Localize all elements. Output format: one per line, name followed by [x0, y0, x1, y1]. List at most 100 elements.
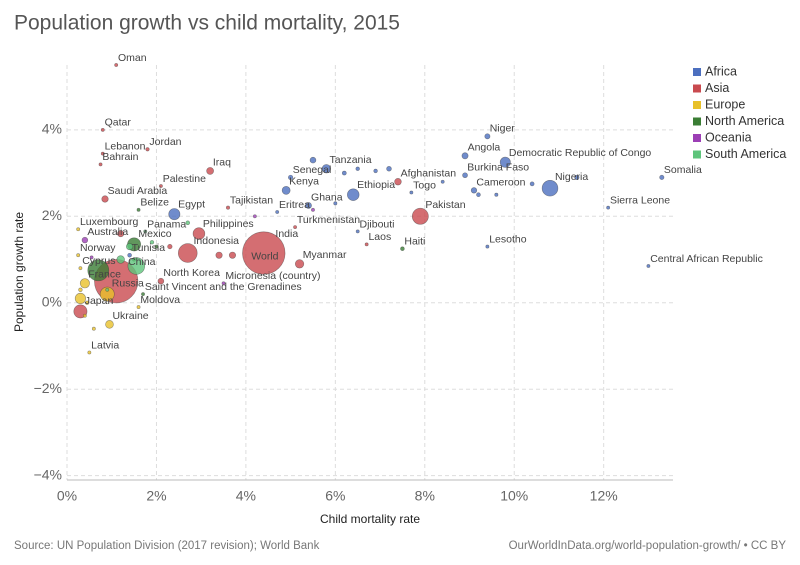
x-tick-label: 6% — [325, 488, 345, 504]
x-tick-label: 0% — [57, 488, 77, 504]
legend-label: Asia — [705, 81, 729, 95]
point-label: Bahrain — [102, 151, 138, 163]
bubble — [462, 172, 468, 179]
bubble — [373, 168, 378, 174]
bubble — [159, 184, 163, 188]
y-tick-label: 4% — [42, 121, 62, 137]
point-label: Laos — [368, 231, 391, 243]
point-label: Norway — [80, 242, 116, 254]
legend-swatch — [693, 117, 701, 126]
bubble — [333, 201, 338, 206]
bubble — [281, 186, 291, 195]
bubble — [167, 243, 173, 250]
point-label: Togo — [413, 179, 436, 191]
bubble — [311, 207, 315, 212]
chart-title: Population growth vs child mortality, 20… — [14, 12, 400, 35]
x-tick-label: 10% — [500, 488, 528, 504]
bubble — [78, 266, 83, 271]
bubble — [294, 259, 305, 269]
legend-swatch — [693, 134, 701, 142]
point-label: Niger — [490, 123, 516, 135]
bubble — [136, 305, 141, 309]
point-label: North Korea — [163, 267, 220, 279]
bubble — [79, 278, 90, 289]
point-label: Panama — [147, 218, 186, 230]
bubble — [98, 162, 103, 167]
bubble — [321, 164, 331, 174]
legend-label: Europe — [705, 97, 745, 111]
bubble — [116, 255, 125, 264]
bubble — [646, 264, 651, 268]
point-label: Moldova — [140, 294, 180, 306]
bubble — [574, 174, 580, 180]
bubble — [364, 242, 369, 247]
y-tick-label: 0% — [42, 293, 62, 309]
point-label: Tunisia — [132, 242, 166, 254]
point-label: Democratic Republic of Congo — [509, 147, 652, 159]
point-label: Japan — [85, 295, 114, 307]
bubble — [105, 320, 114, 329]
point-label: Nigeria — [555, 171, 588, 183]
point-label: Mexico — [138, 228, 171, 240]
point-label: Australia — [87, 226, 128, 238]
legend-swatch — [693, 150, 701, 159]
y-tick-label: −2% — [34, 380, 62, 396]
legend-label: Oceania — [705, 130, 752, 144]
bubble — [100, 127, 105, 132]
bubble — [185, 220, 191, 226]
point-label: Saudi Arabia — [108, 185, 168, 197]
bubble — [355, 166, 360, 171]
bubble — [154, 244, 159, 249]
bubble — [529, 181, 535, 187]
point-label: Jordan — [149, 136, 181, 148]
bubble — [126, 242, 134, 251]
point-label: Micronesia (country) — [225, 270, 320, 282]
bubble — [76, 227, 81, 232]
point-label: Eritrea — [279, 199, 310, 211]
point-label: Myanmar — [303, 249, 347, 261]
point-label: Iraq — [213, 157, 231, 169]
bubble — [157, 277, 165, 285]
y-tick-label: 2% — [42, 207, 62, 223]
bubble — [117, 230, 125, 238]
bubble — [541, 179, 559, 197]
point-label: Djibouti — [360, 218, 395, 230]
bubble — [484, 133, 491, 140]
bubble — [87, 350, 92, 355]
bubble — [409, 190, 414, 195]
x-tick-label: 8% — [415, 488, 435, 504]
point-label: Indonesia — [193, 235, 239, 247]
bubble — [99, 286, 115, 302]
legend-label: South America — [705, 147, 786, 161]
legend-label: Africa — [705, 64, 737, 78]
point-label: Ethiopia — [357, 179, 395, 191]
bubble — [206, 167, 214, 175]
point-label: Sierra Leone — [610, 194, 670, 206]
bubble — [81, 236, 89, 244]
bubble — [100, 151, 105, 156]
point-label: Tajikistan — [230, 194, 273, 206]
x-tick-label: 4% — [236, 488, 256, 504]
bubble — [252, 214, 257, 219]
bubble — [228, 251, 236, 259]
bubble — [221, 281, 226, 286]
bubble — [470, 187, 478, 194]
bubble — [87, 259, 110, 282]
bubble — [400, 246, 405, 251]
point-label: Ghana — [311, 191, 343, 203]
bubble — [476, 192, 481, 197]
point-label: Cameroon — [476, 176, 525, 188]
bubble — [293, 225, 297, 230]
point-label: Senegal — [293, 164, 332, 176]
bubble — [168, 208, 181, 221]
x-axis-label: Child mortality rate — [320, 512, 420, 526]
legend-swatch — [693, 101, 701, 109]
bubble — [305, 202, 312, 209]
bubble — [288, 174, 294, 180]
bubble — [127, 252, 132, 258]
point-label: Belize — [140, 197, 169, 209]
legend-label: North America — [705, 114, 784, 128]
x-tick-label: 12% — [590, 488, 618, 504]
point-label: Latvia — [91, 339, 119, 351]
